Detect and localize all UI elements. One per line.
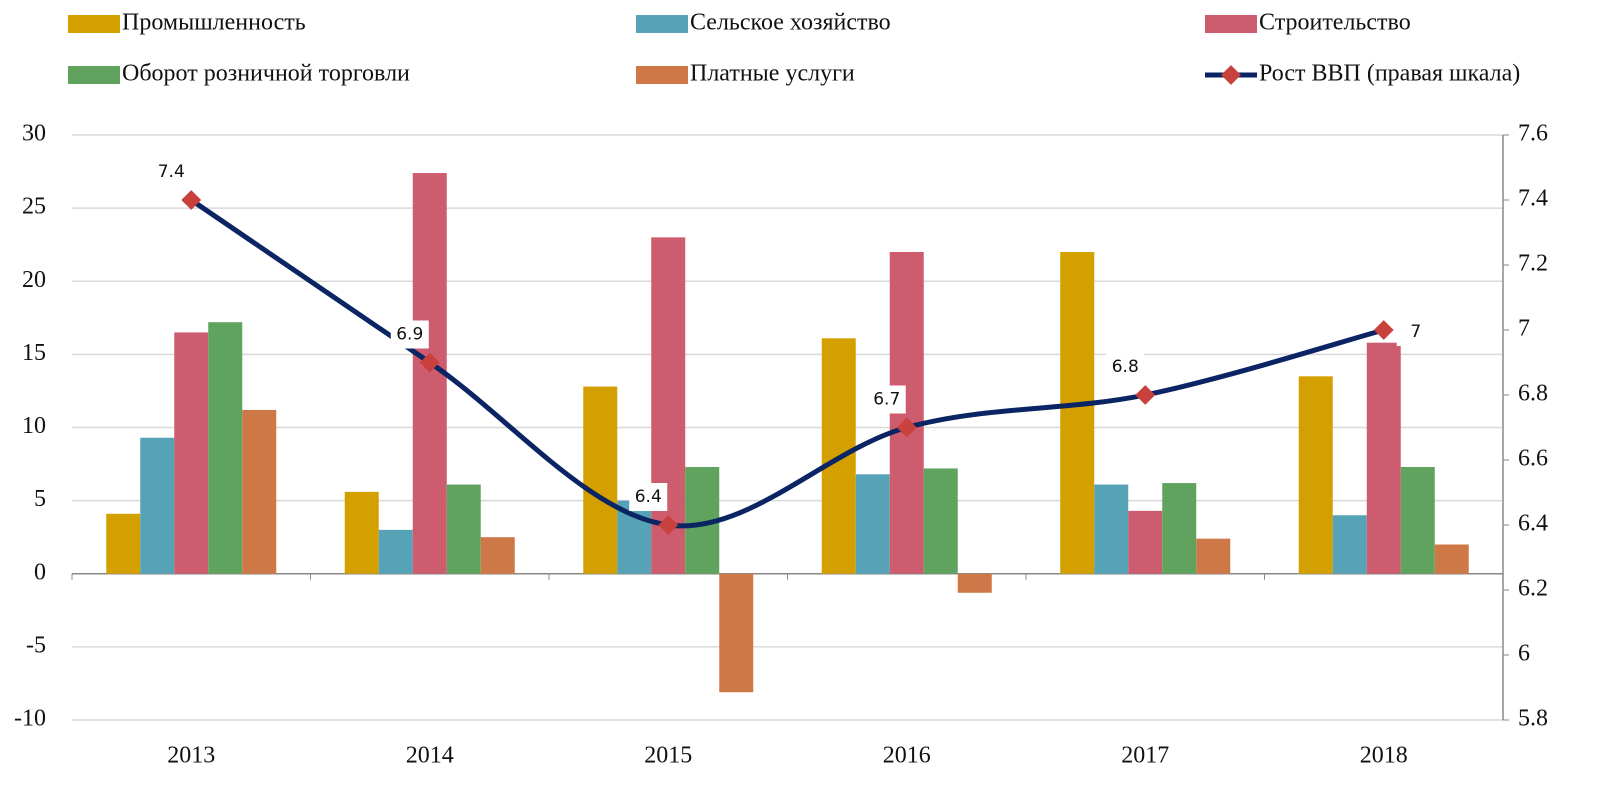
x-tick-label: 2013 [167,743,215,769]
line [189,197,1385,529]
data-label: 7 [1410,322,1421,342]
data-label: 6.4 [635,487,662,507]
bar [1196,538,1231,574]
data-label: 6.7 [873,390,900,410]
bar [344,491,379,574]
y-tick-label: -10 [14,706,46,732]
bar [1400,466,1435,574]
bar [1162,483,1197,574]
y-tick-label: 25 [22,194,46,220]
legend-label: Оборот розничной торговли [122,61,410,87]
bar [106,513,141,574]
y-tick-label: 10 [22,413,46,439]
bar [923,468,958,574]
bar [242,409,277,574]
legend-label: Промышленность [122,10,306,36]
x-tick-label: 2015 [644,743,692,769]
y-tick-label: -5 [26,632,46,658]
legend-swatch [636,15,688,33]
bar [1060,252,1095,574]
bar [1332,515,1367,574]
data-label: 6.9 [396,325,423,345]
x-tick-label: 2017 [1121,743,1169,769]
legend-marker [1221,65,1241,85]
marker [1373,320,1394,340]
data-label-bg [629,483,668,511]
y2-tick-label: 7 [1518,316,1530,342]
x-tick-label: 2014 [406,743,454,769]
legend-swatch [1205,15,1257,33]
data-label-bg [152,158,191,186]
bar [1298,376,1333,574]
y-tick-label: 30 [22,121,46,147]
y2-tick-label: 7.6 [1518,121,1548,147]
legend-label: Платные услуги [690,61,855,87]
data-label-bg [867,385,906,414]
bar [1128,510,1163,574]
bar [208,322,243,574]
y-tick-label: 5 [34,486,46,512]
y2-tick-label: 6.4 [1518,511,1548,537]
x-tick-label: 2018 [1360,743,1408,769]
legend-label: Рост ВВП (правая шкала) [1259,61,1520,87]
data-label-bg [1396,318,1435,346]
y2-tick-label: 5.8 [1518,706,1548,732]
y2-tick-label: 6 [1518,641,1530,667]
legend-swatch [68,66,120,84]
data-label: 6.8 [1112,357,1139,377]
data-label-bg [1106,353,1145,381]
bar [1434,544,1469,574]
bar [583,386,618,574]
y-tick-label: 15 [22,340,46,366]
y2-tick-label: 7.2 [1518,251,1548,277]
y-tick-label: 0 [34,559,46,585]
bar [719,573,754,693]
legend-swatch [68,15,120,33]
y2-tick-label: 7.4 [1518,186,1548,212]
marker [1135,385,1156,405]
data-label-bg [390,320,429,349]
x-tick-label: 2016 [883,743,931,769]
marker [181,190,202,210]
bar [1366,342,1401,574]
y-tick-label: 20 [22,267,46,293]
data-label: 7.4 [158,162,185,182]
legend-swatch [636,66,688,84]
bar [378,529,413,574]
y2-tick-label: 6.2 [1518,576,1548,602]
bar [446,484,481,574]
y2-tick-label: 6.8 [1518,381,1548,407]
bar [480,537,515,574]
y2-tick-label: 6.6 [1518,446,1548,472]
bar [1094,484,1129,574]
bar [957,573,992,593]
marker [658,515,679,535]
bar [855,474,890,574]
legend-label: Сельское хозяйство [690,10,891,36]
bar [174,332,209,574]
legend-label: Строительство [1259,10,1411,36]
bar [140,437,175,574]
marker [419,352,440,373]
marker [896,417,917,438]
